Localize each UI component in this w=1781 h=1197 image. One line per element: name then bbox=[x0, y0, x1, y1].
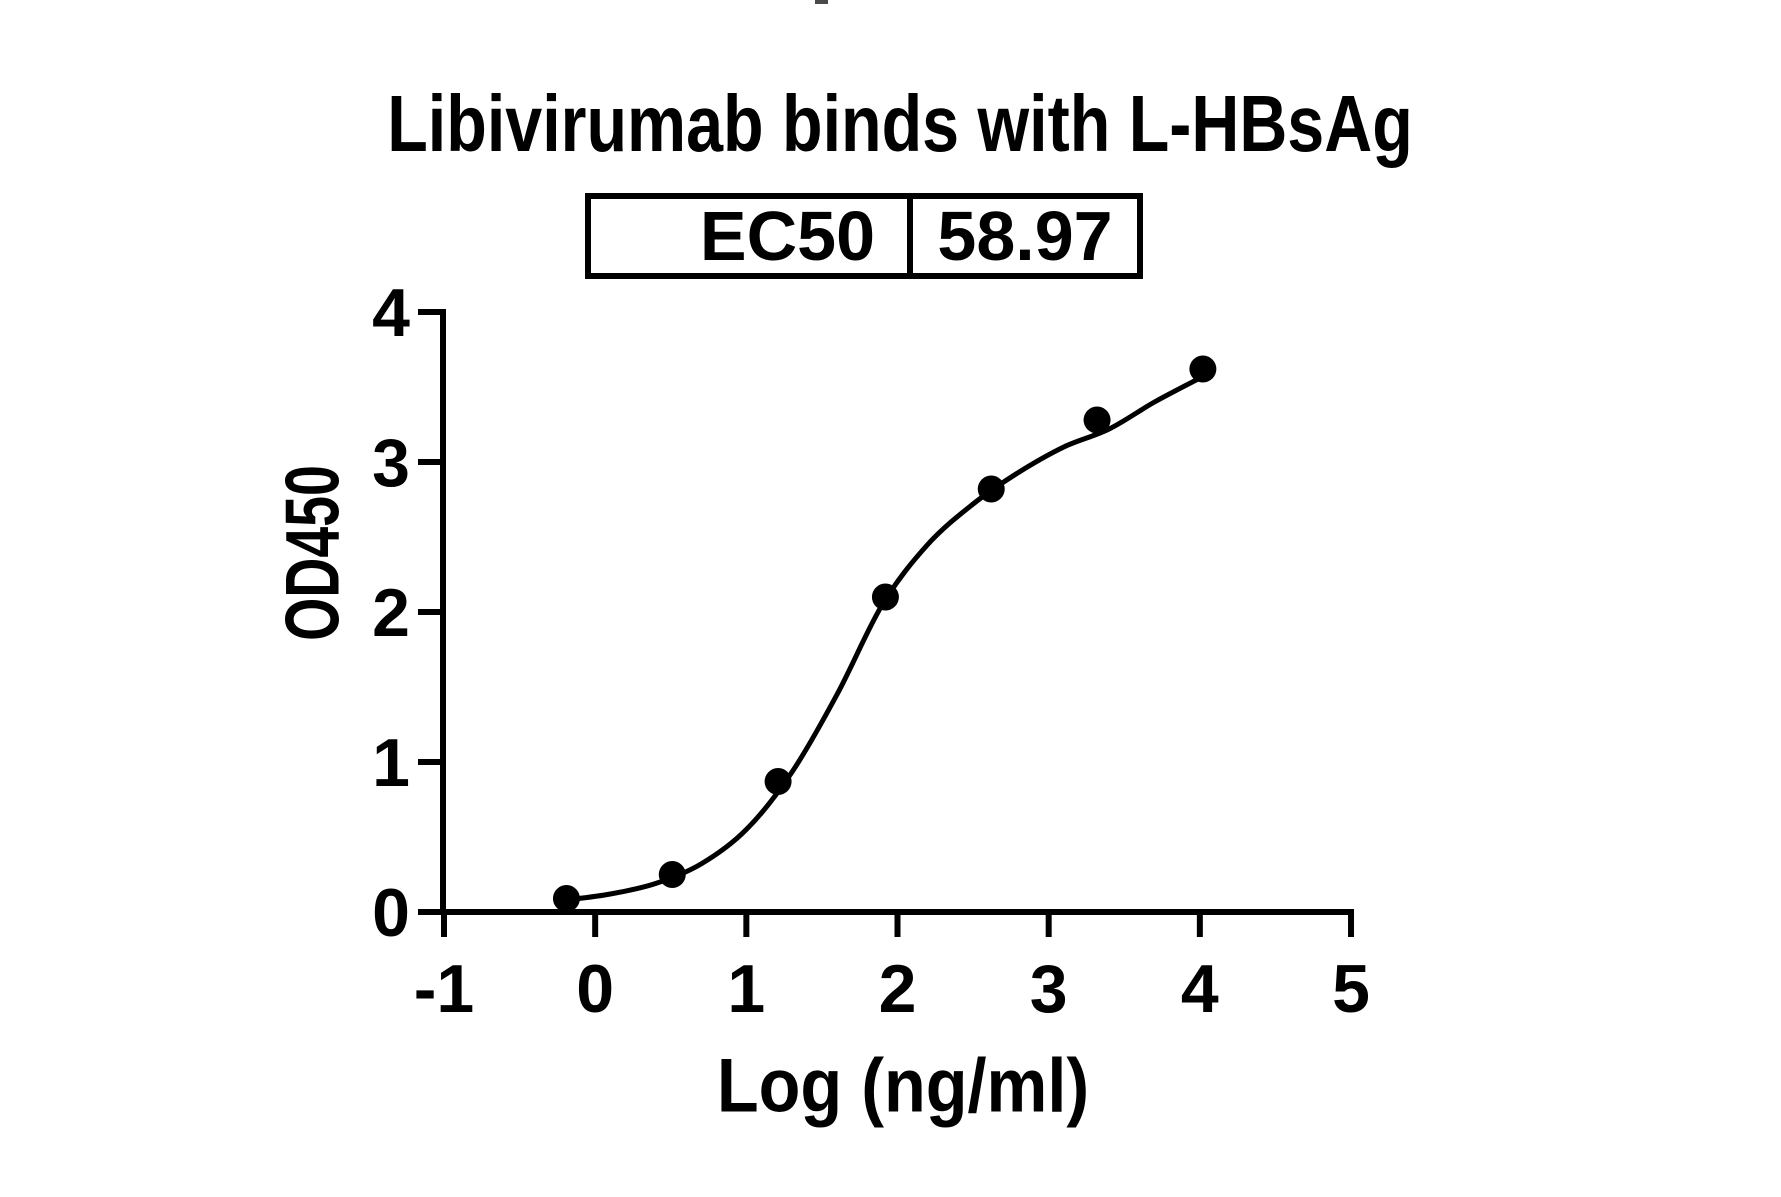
ec50-table: EC50 58.97 bbox=[585, 193, 1143, 279]
x-tick-label: 4 bbox=[1181, 951, 1219, 1027]
ec50-table-value-cell: 58.97 bbox=[907, 197, 1137, 275]
data-point bbox=[658, 861, 686, 888]
x-tick-label: 2 bbox=[879, 951, 917, 1027]
data-point bbox=[871, 583, 899, 611]
y-tick-label: 2 bbox=[372, 575, 410, 651]
fit-curve bbox=[566, 374, 1205, 903]
x-tick-label: -1 bbox=[414, 951, 474, 1027]
data-point bbox=[1189, 355, 1217, 383]
data-point bbox=[977, 475, 1005, 503]
y-tick-label: 0 bbox=[372, 875, 410, 951]
x-tick-label: 1 bbox=[727, 951, 765, 1027]
ec50-table-label-cell: EC50 bbox=[699, 197, 875, 275]
x-tick-label: 3 bbox=[1030, 951, 1068, 1027]
x-tick-label: 0 bbox=[576, 951, 614, 1027]
data-point bbox=[552, 885, 580, 912]
x-axis-title-text: Log (ng/ml) bbox=[716, 1043, 1090, 1129]
data-point bbox=[764, 768, 792, 795]
y-tick-label: 4 bbox=[372, 275, 410, 351]
y-tick-label: 1 bbox=[372, 725, 410, 801]
y-tick-label: 3 bbox=[372, 425, 410, 501]
chart-title: Libivirumab binds with L-HBsAg bbox=[387, 79, 1413, 168]
data-point bbox=[1083, 406, 1111, 434]
x-tick-label: 5 bbox=[1332, 951, 1370, 1027]
edge-artifact bbox=[815, 0, 828, 4]
